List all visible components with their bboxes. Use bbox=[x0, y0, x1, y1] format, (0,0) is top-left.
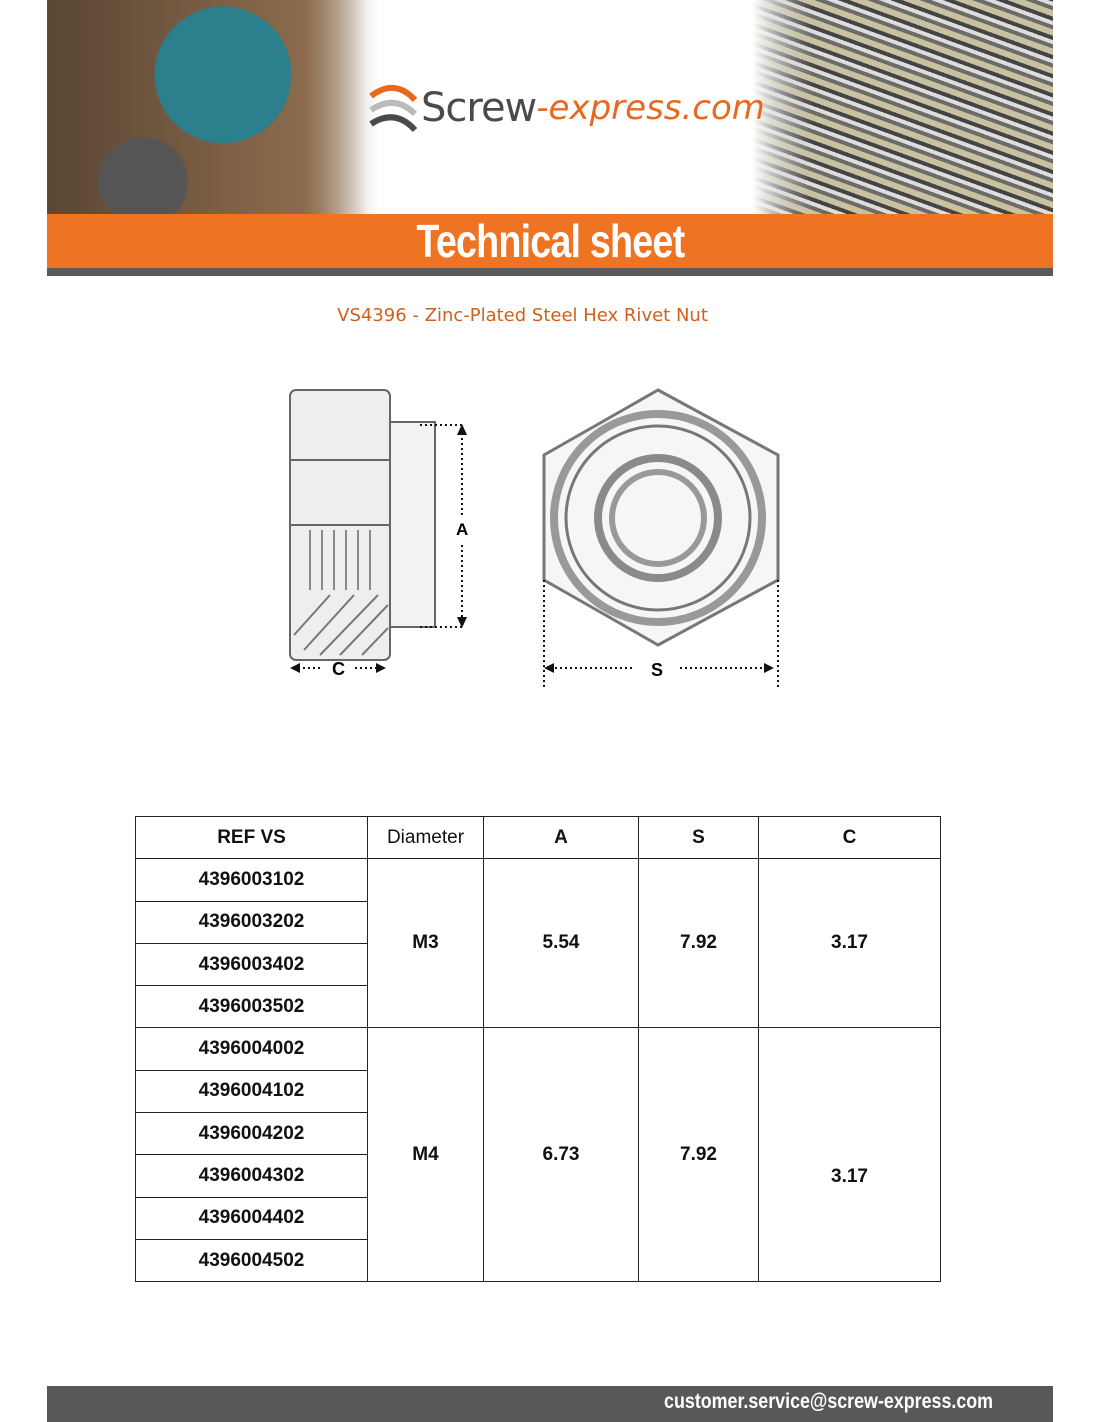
product-title: VS4396 - Zinc-Plated Steel Hex Rivet Nut bbox=[337, 305, 708, 326]
table-row: 4396003402 bbox=[135, 942, 941, 987]
table-row: 4396004302 bbox=[135, 1154, 941, 1198]
ref-cell: 4396004302 bbox=[135, 1154, 368, 1198]
header-diameter: Diameter bbox=[367, 815, 484, 860]
footer-email[interactable]: customer.service@screw-express.com bbox=[664, 1390, 993, 1413]
logo-accent: -express.com bbox=[536, 88, 765, 128]
banner-title-text: Technical sheet bbox=[416, 215, 685, 267]
table-row: 4396004202 bbox=[135, 1112, 941, 1156]
footer: customer.service@screw-express.com bbox=[47, 1386, 1053, 1422]
table-row: 4396003502 bbox=[135, 985, 941, 1029]
c-cell: 3.17 bbox=[758, 1027, 941, 1283]
screws-photo bbox=[753, 0, 1053, 214]
s-cell: 7.92 bbox=[638, 1027, 759, 1283]
a-cell: 6.73 bbox=[483, 1027, 639, 1283]
a-cell: 5.54 bbox=[483, 858, 639, 1029]
ref-cell: 4396003102 bbox=[135, 858, 368, 902]
header-banner: Screw -express.com bbox=[47, 0, 1053, 214]
ref-cell: 4396004202 bbox=[135, 1112, 368, 1156]
ref-cell: 4396004002 bbox=[135, 1027, 368, 1071]
diameter-cell: M3 bbox=[367, 858, 484, 1029]
ref-cell: 4396003202 bbox=[135, 900, 368, 944]
logo-swoosh-icon bbox=[369, 85, 418, 133]
header-c: C bbox=[758, 815, 941, 860]
divider bbox=[47, 268, 1053, 276]
s-cell: 7.92 bbox=[638, 858, 759, 1029]
side-view bbox=[289, 389, 436, 661]
logo-main: Screw bbox=[421, 85, 537, 131]
dimension-a bbox=[420, 424, 465, 628]
label-s: S bbox=[651, 660, 663, 680]
label-c: C bbox=[332, 659, 345, 679]
ref-cell: 4396004402 bbox=[135, 1196, 368, 1240]
header-ref: REF VS bbox=[135, 815, 368, 860]
table-row: 4396003102 M3 5.54 7.92 3.17 bbox=[135, 858, 941, 1029]
label-a: A bbox=[456, 520, 468, 539]
dimensions-table: REF VS Diameter A S C 4396003102 M3 5.54… bbox=[135, 815, 941, 1283]
header-a: A bbox=[483, 815, 639, 860]
table-row: 4396003202 bbox=[135, 900, 941, 944]
table-row: 4396004502 bbox=[135, 1238, 941, 1283]
ref-cell: 4396003502 bbox=[135, 985, 368, 1029]
diameter-cell: M4 bbox=[367, 1027, 484, 1283]
front-view bbox=[542, 388, 780, 647]
c-cell: 3.17 bbox=[758, 858, 941, 1029]
logo: Screw -express.com bbox=[369, 78, 765, 138]
ref-cell: 4396004502 bbox=[135, 1238, 368, 1283]
banner-title: Technical sheet bbox=[47, 214, 1053, 268]
ref-cell: 4396003402 bbox=[135, 942, 368, 987]
table-row: 4396004002 M4 6.73 7.92 3.17 bbox=[135, 1027, 941, 1283]
header-s: S bbox=[638, 815, 759, 860]
table-row: 4396004102 bbox=[135, 1069, 941, 1114]
ref-cell: 4396004102 bbox=[135, 1069, 368, 1114]
technical-drawing: A C S bbox=[289, 388, 780, 690]
tools-photo bbox=[47, 0, 367, 214]
table-header-row: REF VS Diameter A S C bbox=[135, 815, 941, 860]
